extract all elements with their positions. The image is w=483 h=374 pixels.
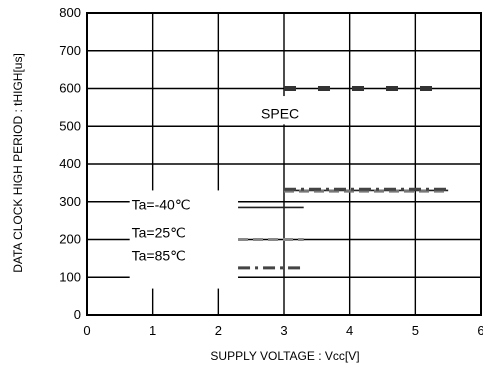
x-axis-title: SUPPLY VOLTAGE : Vcc[V] xyxy=(210,349,359,363)
x-tick-label: 5 xyxy=(412,323,419,338)
x-tick-label: 2 xyxy=(215,323,222,338)
ta-25-label: Ta=25℃ xyxy=(132,225,186,241)
annotation-group: SPEC Ta=-40℃ Ta=25℃ Ta=85℃ xyxy=(129,96,321,289)
y-axis-title: DATA CLOCK HIGH PERIOD : tHIGH[us] xyxy=(11,53,25,273)
y-tick-label: 100 xyxy=(59,269,81,284)
x-tick-label: 1 xyxy=(149,323,156,338)
y-tick-label: 600 xyxy=(59,81,81,96)
y-tick-label: 800 xyxy=(59,5,81,20)
legend-backdrop xyxy=(129,190,239,289)
y-tick-label: 300 xyxy=(59,194,81,209)
y-tick-label: 200 xyxy=(59,232,81,247)
spec-label: SPEC xyxy=(261,106,299,122)
x-tick-label: 0 xyxy=(83,323,90,338)
x-tick-label: 4 xyxy=(346,323,353,338)
x-tick-label: 3 xyxy=(280,323,287,338)
ta-85-label: Ta=85℃ xyxy=(132,247,186,263)
plot-frame xyxy=(86,12,482,316)
x-axis: 0 1 2 3 4 5 6 xyxy=(83,323,483,338)
ta-minus40-label: Ta=-40℃ xyxy=(132,196,191,212)
y-tick-label: 0 xyxy=(74,307,81,322)
y-tick-label: 400 xyxy=(59,156,81,171)
series-group xyxy=(238,86,449,270)
spec-label-backdrop xyxy=(257,96,321,125)
x-tick-label: 6 xyxy=(477,323,483,338)
y-axis: 0 100 200 300 400 500 600 700 800 xyxy=(59,5,81,322)
y-tick-label: 700 xyxy=(59,43,81,58)
y-tick-label: 500 xyxy=(59,118,81,133)
